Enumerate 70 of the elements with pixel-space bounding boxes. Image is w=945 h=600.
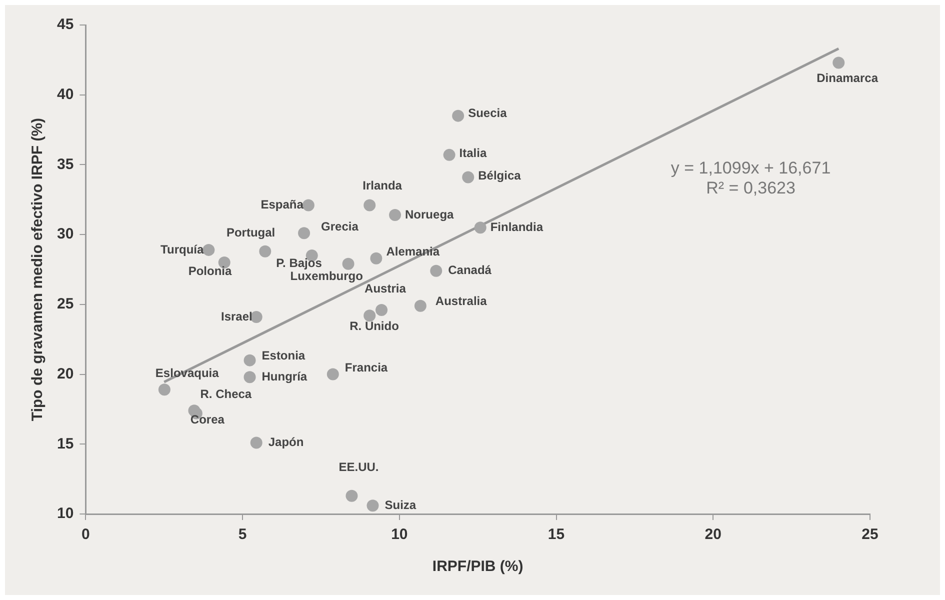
- point: [832, 56, 845, 69]
- point: [326, 368, 339, 380]
- annotation: Japón: [268, 435, 304, 450]
- point: [346, 490, 358, 502]
- annotation: Suecia: [468, 106, 508, 120]
- point: [364, 310, 376, 322]
- point: [244, 371, 256, 384]
- y-tick-label: 10: [56, 505, 74, 522]
- annotation: Noruega: [405, 207, 454, 222]
- annotation: Alemania: [386, 244, 440, 259]
- annotation: R. Checa: [200, 386, 252, 401]
- y-tick-label: 15: [56, 435, 74, 452]
- annotation: Austria: [364, 281, 406, 296]
- annotation: Portugal: [226, 226, 276, 240]
- annotation: Eslovaquia: [155, 366, 220, 380]
- point: [474, 222, 486, 234]
- annotation: Irlanda: [362, 178, 402, 193]
- x-tick-label: 25: [862, 526, 878, 544]
- point: [443, 148, 456, 161]
- point: [250, 436, 262, 449]
- y-tick-label: 40: [56, 86, 74, 103]
- annotation: Italia: [459, 146, 487, 160]
- annotation: Estonia: [262, 348, 306, 363]
- point: [376, 304, 388, 316]
- annotation: Polonia: [188, 264, 232, 278]
- annotation: Grecia: [321, 219, 359, 234]
- point: [370, 252, 382, 264]
- point: [452, 110, 464, 122]
- point: [389, 209, 402, 222]
- x-tick-label: 0: [82, 526, 90, 544]
- x-axis-title: IRPF/PIB (%): [432, 558, 524, 576]
- point: [366, 500, 379, 512]
- point: [462, 171, 474, 184]
- annotation: Dinamarca: [816, 71, 878, 86]
- annotation: Israel: [220, 309, 252, 324]
- point: [259, 245, 272, 258]
- y-tick-label: 35: [56, 156, 74, 173]
- annotation: Australia: [435, 294, 488, 308]
- annotation: R² = 0,3623: [706, 178, 796, 198]
- y-tick-label: 45: [56, 16, 74, 34]
- point: [298, 227, 310, 240]
- x-tick-label: 15: [548, 526, 565, 544]
- y-axis-title: Tipo de gravamen medio efectivo IRPF (%): [29, 118, 46, 422]
- point: [414, 300, 426, 312]
- annotation: Suiza: [384, 498, 416, 512]
- point: [430, 264, 442, 277]
- point: [250, 311, 262, 324]
- y-tick-label: 25: [56, 296, 74, 313]
- annotation: Turquía: [160, 242, 204, 256]
- annotation: Bélgica: [478, 168, 522, 183]
- point: [342, 258, 354, 270]
- annotation: R. Unido: [350, 318, 399, 333]
- point: [364, 199, 376, 212]
- point: [158, 384, 170, 396]
- annotation: Luxemburgo: [290, 269, 363, 284]
- annotation: Corea: [190, 412, 225, 427]
- annotation: España: [260, 198, 304, 212]
- y-tick-label: 30: [56, 226, 74, 243]
- x-tick-label: 20: [704, 526, 722, 544]
- annotation: Finlandia: [490, 220, 544, 234]
- annotation: P. Bajos: [276, 256, 322, 270]
- y-tick-label: 20: [56, 365, 74, 382]
- annotation: Hungría: [262, 369, 308, 384]
- annotation: y = 1,1099x + 16,671: [670, 158, 831, 178]
- x-tick-label: 10: [391, 526, 408, 544]
- annotation: Francia: [344, 360, 388, 375]
- x-tick-label: 5: [238, 526, 247, 544]
- point: [244, 354, 256, 366]
- annotation: EE.UU.: [338, 460, 379, 474]
- annotation: Canadá: [448, 263, 492, 278]
